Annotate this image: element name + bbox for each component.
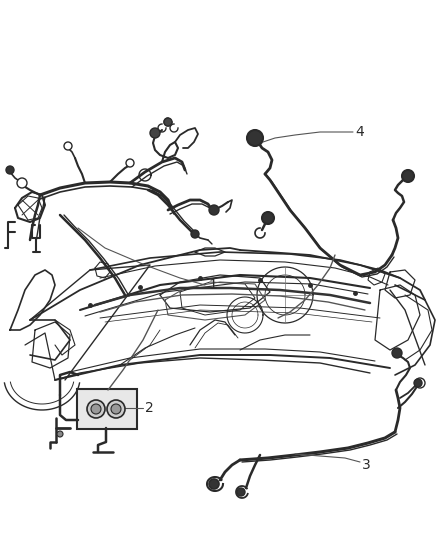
Text: 1: 1 — [208, 278, 217, 292]
Circle shape — [6, 166, 14, 174]
Circle shape — [247, 130, 263, 146]
Text: 3: 3 — [362, 458, 371, 472]
Circle shape — [150, 128, 160, 138]
Circle shape — [262, 212, 274, 224]
Circle shape — [111, 404, 121, 414]
Circle shape — [64, 142, 72, 150]
FancyBboxPatch shape — [77, 389, 137, 429]
Circle shape — [126, 159, 134, 167]
Circle shape — [91, 404, 101, 414]
Circle shape — [402, 170, 414, 182]
Text: 2: 2 — [145, 401, 154, 415]
Circle shape — [87, 400, 105, 418]
Circle shape — [164, 118, 172, 126]
Text: 4: 4 — [355, 125, 364, 139]
Circle shape — [191, 230, 199, 238]
Circle shape — [237, 488, 245, 496]
Circle shape — [57, 431, 63, 437]
Circle shape — [415, 378, 425, 388]
Circle shape — [107, 400, 125, 418]
Circle shape — [392, 348, 402, 358]
Circle shape — [17, 178, 27, 188]
Circle shape — [414, 379, 422, 387]
Circle shape — [209, 205, 219, 215]
Circle shape — [209, 479, 219, 489]
